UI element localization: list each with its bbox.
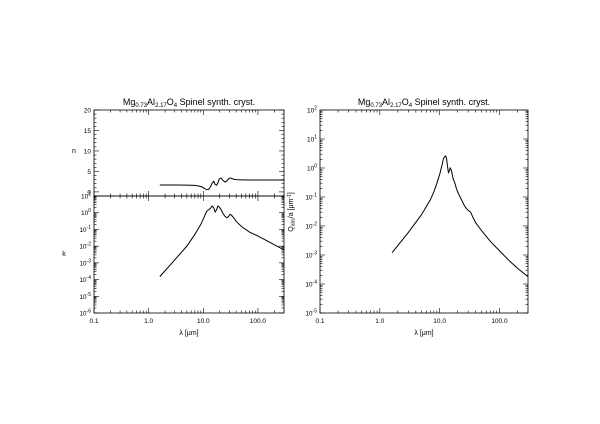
k-ylabel: k [62,251,66,258]
qabs-xtick-label: 10.0 [433,318,446,325]
qabs-ytick-base: 10 [305,224,313,231]
qabs-ytick-base: 10 [307,108,315,115]
qabs-ytick-exp: -1 [313,193,318,199]
qabs-ytick-base: 10 [305,195,313,202]
k-ytick-base: 10 [79,244,87,251]
k-ytick-label: 10-6 [79,309,91,318]
k-ytick-label: 10-2 [79,242,91,251]
qabs-ytick-base: 10 [307,166,315,173]
n-series-line [159,177,284,191]
qabs-ytick-base: 10 [305,253,313,260]
qabs-ytick-label: 101 [307,135,317,144]
qabs-ytick-exp: -2 [313,222,318,228]
qabs-ytick-exp: -5 [313,309,318,315]
n-axes: 0 5 10 15 20 [84,108,285,196]
qabs-ytick-base: 10 [307,137,315,144]
n-frame [93,109,285,197]
k-ytick-exp: -4 [87,275,92,281]
k-xtick-label: 100.0 [250,318,267,325]
k-ytick-label: 10-4 [79,275,91,284]
k-ytick-base: 10 [79,277,87,284]
k-ytick-label: 10-3 [79,258,91,267]
qabs-ylabel: Qabs/a [μm-1] [287,192,297,232]
qabs-xlabel: λ [μm] [414,330,433,337]
n-ytick-label: 0 [87,189,91,196]
qabs-ytick-label: 100 [307,164,317,173]
qabs-ytick-exp: 0 [314,164,317,170]
k-ytick-exp: 0 [88,208,91,214]
qabs-ytick-exp: -4 [313,280,318,286]
k-ytick-exp: -5 [87,292,92,298]
n-ytick-label: 20 [84,108,92,115]
n-panel: Mg0.73Al2.17O4 Spinel synth. cryst. n 0 5… [72,97,285,197]
n-ytick-label: 5 [87,169,91,176]
qabs-ytick-exp: 2 [314,106,317,112]
k-xtick-label: 10.0 [197,318,210,325]
qabs-ytick-base: 10 [305,282,313,289]
qabs-panel: Mg0.73Al2.17O4 Spinel synth. cryst. Qabs… [287,97,529,337]
k-ytick-label: 10-5 [79,292,91,301]
right-title: Mg0.73Al2.17O4 Spinel synth. cryst. [358,97,490,109]
k-frame [93,195,285,314]
qabs-ytick-base: 10 [305,311,313,318]
qabs-xtick-label: 1.0 [375,318,384,325]
qabs-ytick-label: 102 [307,106,317,115]
k-ytick-label: 101 [81,192,91,201]
qabs-xtick-label: 100.0 [491,318,508,325]
qabs-frame [319,109,529,314]
qabs-ytick-label: 10-2 [305,222,317,231]
qabs-xtick-label: 0.1 [315,318,324,325]
n-ylabel: n [72,148,76,155]
qabs-ytick-exp: 1 [314,135,317,141]
k-ytick-label: 100 [81,208,91,217]
qabs-series-line [391,155,529,277]
k-ytick-base: 10 [81,194,89,201]
n-ytick-label: 15 [84,128,92,135]
k-ytick-exp: -1 [87,225,92,231]
k-ytick-exp: -3 [87,258,92,264]
k-xtick-label: 0.1 [89,318,98,325]
qabs-ytick-label: 10-4 [305,280,317,289]
k-ytick-base: 10 [79,311,87,318]
k-ytick-base: 10 [79,227,87,234]
k-ytick-exp: -6 [87,309,92,315]
qabs-ytick-label: 10-3 [305,251,317,260]
n-ytick-label: 10 [84,148,92,155]
k-panel: k 0.1 1.0 10.0 100.010-610-510-410-310-210-… [62,192,285,337]
k-xtick-label: 1.0 [144,318,153,325]
k-series-line [159,205,285,277]
qabs-axes: 0.1 1.0 10.0 100.010-510-410-310-210-110010… [305,106,529,325]
qabs-ytick-label: 10-1 [305,193,317,202]
k-ytick-base: 10 [81,210,89,217]
k-ytick-label: 10-1 [79,225,91,234]
left-title: Mg0.73Al2.17O4 Spinel synth. cryst. [123,97,255,109]
k-ytick-base: 10 [79,294,87,301]
qabs-ytick-label: 10-5 [305,309,317,318]
k-xlabel: λ [μm] [179,330,198,337]
k-axes: 0.1 1.0 10.0 100.010-610-510-410-310-210-11… [79,192,285,325]
k-ytick-base: 10 [79,260,87,267]
k-ytick-exp: 1 [88,192,91,198]
k-ytick-exp: -2 [87,242,92,248]
qabs-ytick-exp: -3 [313,251,318,257]
